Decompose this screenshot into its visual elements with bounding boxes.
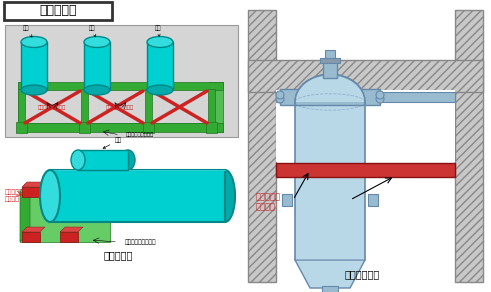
Ellipse shape (84, 36, 110, 48)
Bar (18, 82, 223, 90)
Polygon shape (295, 260, 365, 288)
Bar (4, 2, 112, 20)
Text: 支持構造物（追設）: 支持構造物（追設） (38, 105, 66, 110)
Bar (5, 139, 238, 247)
Bar (18, 123, 223, 132)
Text: 支持構造物
（追設）: 支持構造物 （追設） (5, 189, 24, 201)
Ellipse shape (40, 170, 60, 222)
Bar (50, 170, 225, 222)
Polygon shape (20, 184, 115, 192)
Ellipse shape (21, 85, 47, 95)
Polygon shape (60, 227, 83, 232)
Bar (145, 89, 152, 123)
Bar (60, 232, 78, 242)
Bar (244, 4, 487, 282)
Bar (320, 58, 340, 63)
Ellipse shape (71, 150, 85, 170)
Bar (295, 102, 365, 260)
Text: 《配　管》: 《配 管》 (103, 250, 133, 260)
Bar (78, 150, 128, 170)
Bar (276, 92, 282, 102)
Bar (323, 62, 337, 78)
Bar (22, 232, 40, 242)
Bar (295, 102, 365, 260)
Ellipse shape (121, 150, 135, 170)
Polygon shape (20, 182, 30, 242)
Bar (295, 102, 365, 259)
Bar (276, 163, 455, 177)
Ellipse shape (147, 85, 173, 95)
Polygon shape (22, 182, 45, 187)
Bar (84, 42, 110, 90)
Text: 支持構造物（追設）: 支持構造物（追設） (106, 105, 134, 110)
Bar (206, 122, 217, 133)
Ellipse shape (295, 74, 365, 129)
Bar (322, 286, 338, 292)
Ellipse shape (147, 36, 173, 48)
Text: 支持構造物: 支持構造物 (256, 192, 281, 201)
Bar (18, 82, 23, 132)
Polygon shape (22, 227, 45, 232)
Bar (143, 122, 154, 133)
Circle shape (376, 95, 384, 103)
Bar (378, 92, 455, 102)
Bar (22, 187, 40, 197)
Bar (5, 25, 238, 137)
Text: 配管: 配管 (155, 25, 161, 37)
Text: 配管: 配管 (103, 138, 122, 148)
Bar (18, 89, 25, 123)
Text: 配管: 配管 (23, 25, 32, 37)
Polygon shape (20, 192, 110, 242)
Circle shape (276, 95, 284, 103)
Bar (248, 10, 276, 282)
Ellipse shape (295, 74, 365, 129)
Bar (147, 42, 173, 90)
Bar (293, 102, 367, 282)
Bar (455, 10, 483, 282)
Circle shape (276, 91, 284, 99)
Ellipse shape (215, 170, 235, 222)
Text: 《熱交換器》: 《熱交換器》 (344, 269, 380, 279)
Ellipse shape (21, 36, 47, 48)
Text: 配管: 配管 (89, 25, 96, 37)
Text: 工事実施例: 工事実施例 (39, 4, 77, 18)
Bar (325, 50, 335, 58)
Bar (21, 42, 47, 90)
Bar (18, 123, 223, 132)
Bar (248, 60, 483, 92)
Bar (280, 89, 380, 105)
Bar (79, 122, 90, 133)
Bar (208, 89, 215, 123)
Ellipse shape (84, 85, 110, 95)
Bar (282, 194, 292, 206)
Text: 支持構造物（既設）: 支持構造物（既設） (124, 239, 156, 245)
Bar (209, 82, 223, 132)
Text: 支持構造物（既設）: 支持構造物（既設） (126, 132, 154, 137)
Circle shape (376, 91, 384, 99)
Bar (276, 90, 455, 162)
Bar (16, 122, 27, 133)
Text: （追設）: （追設） (256, 202, 276, 211)
Bar (368, 194, 378, 206)
Bar (81, 89, 88, 123)
Bar (293, 102, 367, 260)
